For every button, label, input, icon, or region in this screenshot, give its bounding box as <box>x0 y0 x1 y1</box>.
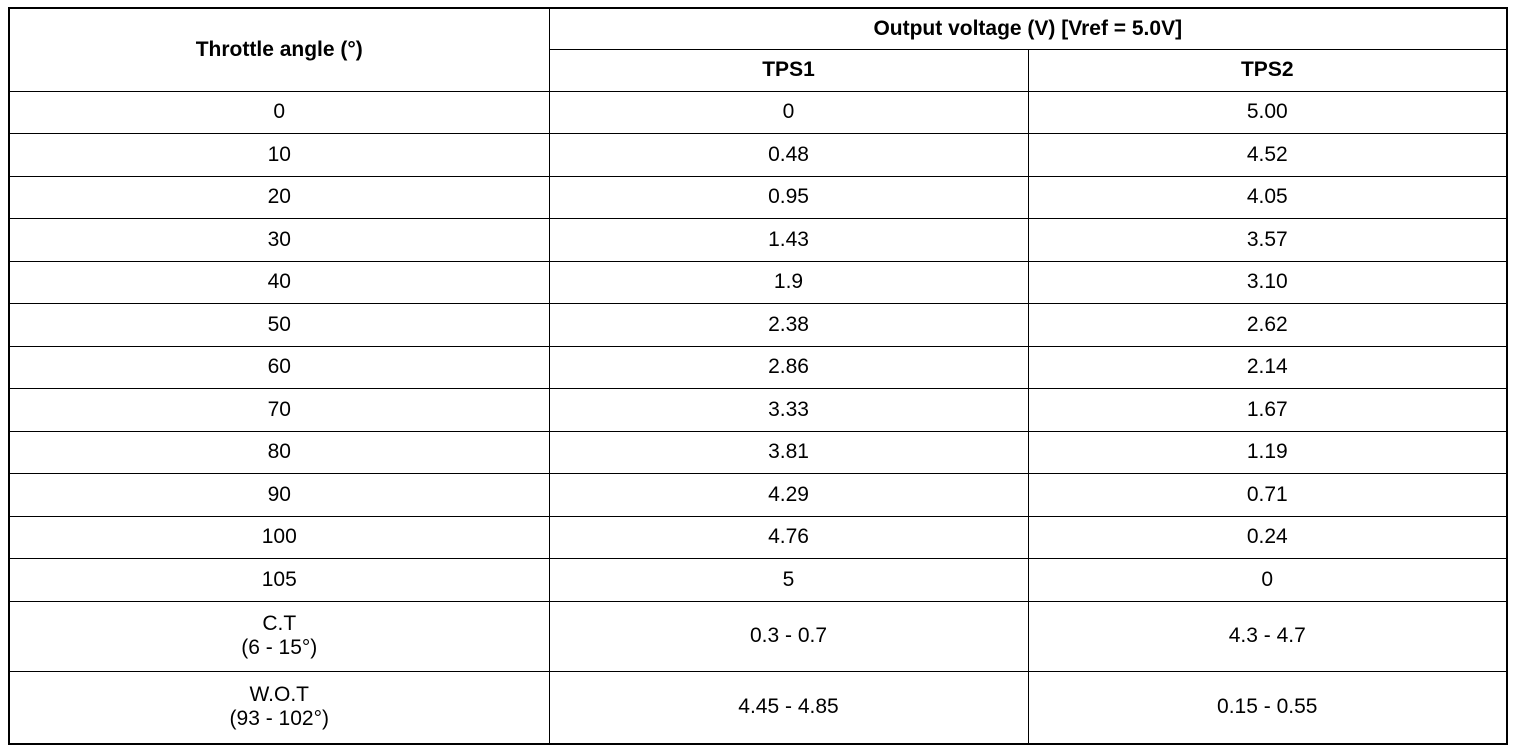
table-row: 100 4.76 0.24 <box>8 515 1508 559</box>
cell-line: 40 <box>267 270 291 294</box>
table-row: 90 4.29 0.71 <box>8 473 1508 517</box>
table-cell: 3.10 <box>1027 260 1508 304</box>
cell-line: 20 <box>267 185 291 209</box>
table-row: 60 2.86 2.14 <box>8 345 1508 389</box>
table-row: 20 0.95 4.05 <box>8 175 1508 219</box>
cell-line: 70 <box>267 397 291 421</box>
cell-line: 80 <box>267 440 291 464</box>
cell-line: 105 <box>261 567 297 591</box>
table-row: 50 2.38 2.62 <box>8 303 1508 347</box>
table-cell: C.T (6 - 15°) <box>8 600 550 672</box>
header-cell: TPS1 <box>548 48 1029 92</box>
table-row: 40 1.9 3.10 <box>8 260 1508 304</box>
cell-line: 50 <box>267 312 291 336</box>
cell-line: 60 <box>267 355 291 379</box>
table-cell: 0.24 <box>1027 515 1508 559</box>
table-cell: 0.71 <box>1027 473 1508 517</box>
table-cell: 4.29 <box>548 473 1029 517</box>
table-cell: 60 <box>8 345 550 389</box>
table-cell: 20 <box>8 175 550 219</box>
cell-line: (6 - 15°) <box>241 636 318 659</box>
table-cell: 90 <box>8 473 550 517</box>
table-cell: 100 <box>8 515 550 559</box>
table-cell: 0.3 - 0.7 <box>548 600 1029 672</box>
table-cell: 0.15 - 0.55 <box>1027 670 1508 745</box>
table-cell: 1.67 <box>1027 388 1508 432</box>
table-cell: 3.81 <box>548 430 1029 474</box>
table-cell: 1.43 <box>548 218 1029 262</box>
table-cell: 4.76 <box>548 515 1029 559</box>
table-cell: 1.19 <box>1027 430 1508 474</box>
header-cell: Output voltage (V) [Vref = 5.0V] <box>548 7 1508 50</box>
table-cell: 30 <box>8 218 550 262</box>
cell-line: 30 <box>267 227 291 251</box>
table-row: W.O.T (93 - 102°) 4.45 - 4.85 0.15 - 0.55 <box>8 670 1508 745</box>
table-cell: 0 <box>548 90 1029 134</box>
cell-line: 90 <box>267 482 291 506</box>
table-row: 105 5 0 <box>8 558 1508 602</box>
table-cell: 2.14 <box>1027 345 1508 389</box>
table-cell: 2.62 <box>1027 303 1508 347</box>
table-row: 70 3.33 1.67 <box>8 388 1508 432</box>
table-cell: 3.33 <box>548 388 1029 432</box>
table-cell: 5.00 <box>1027 90 1508 134</box>
table-cell: 0.95 <box>548 175 1029 219</box>
table-row: 30 1.43 3.57 <box>8 218 1508 262</box>
table-cell: 50 <box>8 303 550 347</box>
table-cell: 0.48 <box>548 133 1029 177</box>
header-cell: TPS2 <box>1027 48 1508 92</box>
table-cell: 70 <box>8 388 550 432</box>
table-cell: 4.52 <box>1027 133 1508 177</box>
table-row: 10 0.48 4.52 <box>8 133 1508 177</box>
table-cell: 105 <box>8 558 550 602</box>
table-cell: 0 <box>1027 558 1508 602</box>
cell-line: C.T <box>262 612 297 635</box>
cell-line: (93 - 102°) <box>229 707 329 731</box>
table-cell: 1.9 <box>548 260 1029 304</box>
table-cell: 0 <box>8 90 550 134</box>
table-cell: 40 <box>8 260 550 304</box>
voltage-table: Throttle angle (°) Output voltage (V) [V… <box>8 7 1509 745</box>
table-cell: W.O.T (93 - 102°) <box>8 670 550 745</box>
table-cell: 4.3 - 4.7 <box>1027 600 1508 672</box>
cell-line: 10 <box>267 142 291 166</box>
table-row: C.T (6 - 15°) 0.3 - 0.7 4.3 - 4.7 <box>8 600 1508 672</box>
table-cell: 4.45 - 4.85 <box>548 670 1029 745</box>
cell-line: 0 <box>273 100 286 124</box>
table-row: 80 3.81 1.19 <box>8 430 1508 474</box>
table-cell: 2.38 <box>548 303 1029 347</box>
header-cell: Throttle angle (°) <box>8 7 550 92</box>
cell-line: 100 <box>261 525 297 549</box>
table-body: 0 0 5.00 10 0.48 4.52 20 0.95 4.05 30 1.43 3.57 40 1.… <box>8 90 1508 745</box>
table-cell: 10 <box>8 133 550 177</box>
table-cell: 3.57 <box>1027 218 1508 262</box>
cell-line: W.O.T <box>249 683 310 707</box>
table-cell: 2.86 <box>548 345 1029 389</box>
table-cell: 5 <box>548 558 1029 602</box>
table-cell: 80 <box>8 430 550 474</box>
table-row: 0 0 5.00 <box>8 90 1508 134</box>
table-cell: 4.05 <box>1027 175 1508 219</box>
